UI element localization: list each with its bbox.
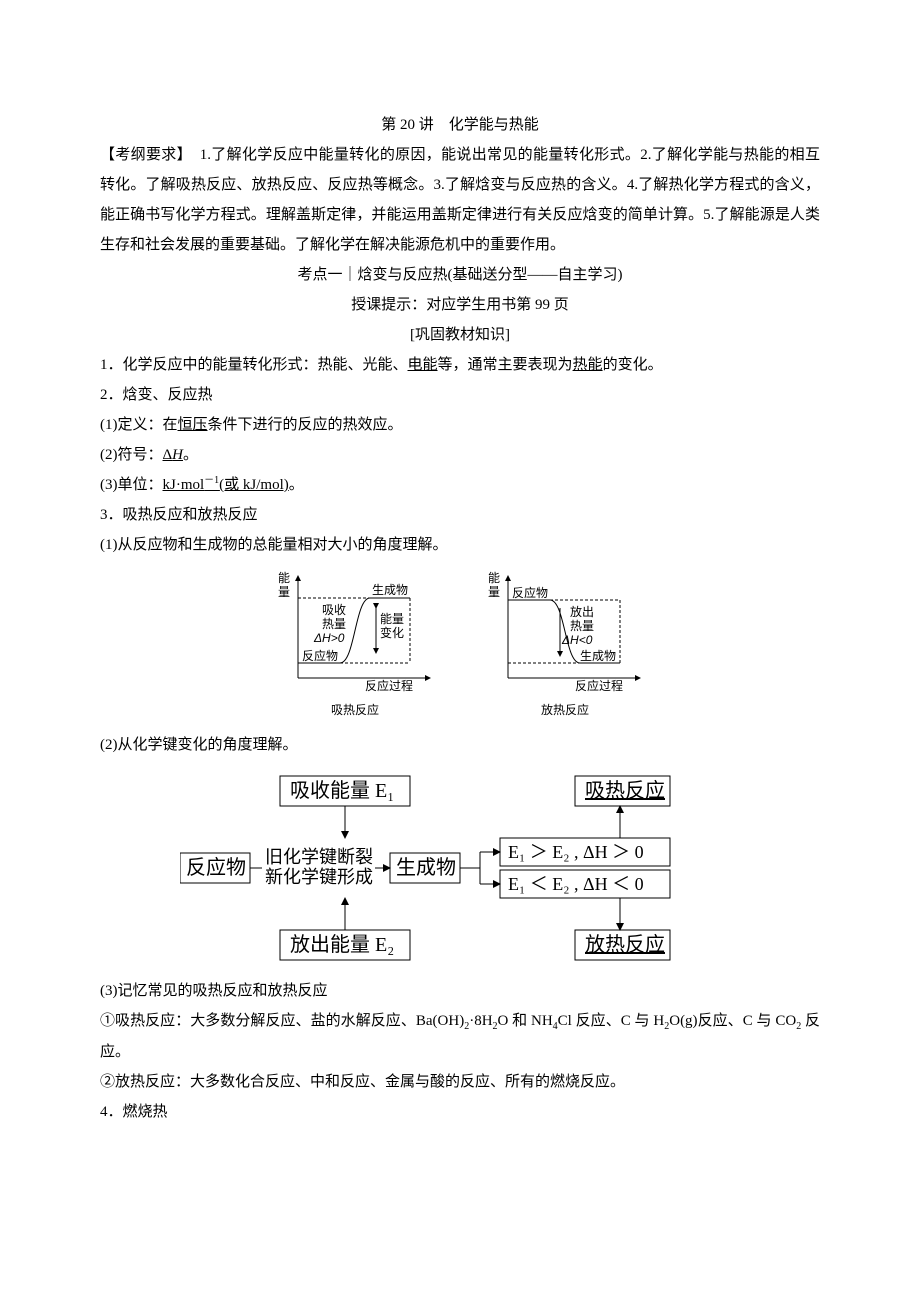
lesson-title: 第 20 讲 化学能与热能 bbox=[100, 110, 820, 140]
absorb-label-1: 吸收 bbox=[322, 603, 346, 617]
y-label-top: 能 bbox=[278, 571, 290, 585]
y-label-top: 能 bbox=[488, 571, 500, 585]
requirements-block: 【考纲要求】 1.了解化学反应中能量转化的原因，能说出常见的能量转化形式。2.了… bbox=[100, 140, 820, 260]
exothermic-caption: 放热反应 bbox=[480, 698, 650, 722]
reactant-box: 反应物 bbox=[186, 856, 246, 879]
p2-3-sup: －1 bbox=[204, 475, 219, 486]
y-label-bottom: 量 bbox=[278, 585, 290, 599]
cond2-box: E₁ ＜ E₂ , ΔH ＜ 0 bbox=[508, 874, 644, 894]
requirements-text: 1.了解化学反应中能量转化的原因，能说出常见的能量转化形式。2.了解化学能与热能… bbox=[100, 147, 820, 253]
product-label: 生成物 bbox=[580, 649, 616, 663]
point-2-2: (2)符号：ΔH。 bbox=[100, 440, 820, 470]
t2: ·8H bbox=[469, 1013, 492, 1029]
bond-energy-flowchart: 吸收能量 E₁ 放出能量 E₂ 反应物 生成物 E₁ ＞ E₂ , ΔH ＞ 0… bbox=[100, 768, 820, 968]
section-heading: 考点一｜焓变与反应热(基础送分型——自主学习) bbox=[100, 260, 820, 290]
exo-box: 放热反应 bbox=[585, 933, 665, 956]
p2-3-unit: kJ·mol－1(或 kJ/mol) bbox=[163, 477, 289, 493]
p2-2-delta: Δ bbox=[163, 447, 173, 463]
side-label-2: 变化 bbox=[380, 625, 404, 640]
p2-2-symbol: ΔH bbox=[163, 447, 184, 463]
point-3: 3．吸热反应和放热反应 bbox=[100, 500, 820, 530]
p1-underline-d: 热能 bbox=[573, 357, 603, 373]
requirements-label: 【考纲要求】 bbox=[100, 147, 184, 163]
point-1: 1．化学反应中的能量转化形式：热能、光能、电能等，通常主要表现为热能的变化。 bbox=[100, 350, 820, 380]
endothermic-caption: 吸热反应 bbox=[270, 698, 440, 722]
p2-2-a: (2)符号： bbox=[100, 447, 163, 463]
release-label-1: 放出 bbox=[570, 604, 594, 619]
p1-text-a: 1．化学反应中的能量转化形式：热能、光能、 bbox=[100, 357, 408, 373]
y-label-bottom: 量 bbox=[488, 585, 500, 599]
t1: ①吸热反应：大多数分解反应、盐的水解反应、Ba(OH) bbox=[100, 1013, 464, 1029]
p2-2-h: H bbox=[172, 447, 183, 463]
point-3-3-1: ①吸热反应：大多数分解反应、盐的水解反应、Ba(OH)2·8H2O 和 NH4C… bbox=[100, 1006, 820, 1067]
p2-3-b: kJ·mol bbox=[163, 477, 205, 493]
cond1-box: E₁ ＞ E₂ , ΔH ＞ 0 bbox=[508, 842, 644, 862]
product-box: 生成物 bbox=[396, 856, 456, 879]
point-3-3-2: ②放热反应：大多数化合反应、中和反应、金属与酸的反应、所有的燃烧反应。 bbox=[100, 1067, 820, 1097]
delta-h-label: ΔH<0 bbox=[561, 633, 593, 647]
point-4: 4．燃烧热 bbox=[100, 1097, 820, 1127]
lecture-note: 授课提示：对应学生用书第 99 页 bbox=[100, 290, 820, 320]
x-label: 反应过程 bbox=[575, 678, 623, 693]
point-3-1: (1)从反应物和生成物的总能量相对大小的角度理解。 bbox=[100, 530, 820, 560]
absorb-box: 吸收能量 E₁ bbox=[290, 779, 394, 802]
p1-text-e: 的变化。 bbox=[603, 357, 663, 373]
absorb-label-2: 热量 bbox=[322, 617, 346, 631]
endo-box: 吸热反应 bbox=[585, 779, 665, 802]
subheading: [巩固教材知识] bbox=[100, 320, 820, 350]
point-2-1: (1)定义：在恒压条件下进行的反应的热效应。 bbox=[100, 410, 820, 440]
side-label-1: 能量 bbox=[380, 612, 404, 626]
energy-diagrams: 能 量 生成物 反应物 吸收 热量 ΔH>0 能量 变化 反应过程 吸热反应 bbox=[100, 568, 820, 722]
reactant-label: 反应物 bbox=[512, 585, 548, 600]
reactant-label: 反应物 bbox=[302, 648, 338, 663]
release-label-2: 热量 bbox=[570, 619, 594, 633]
p2-2-period: 。 bbox=[183, 447, 198, 463]
t3: O 和 NH bbox=[498, 1013, 553, 1029]
p1-text-c: 等，通常主要表现为 bbox=[438, 357, 573, 373]
p2-3-period: 。 bbox=[289, 477, 304, 493]
point-2: 2．焓变、反应热 bbox=[100, 380, 820, 410]
x-label: 反应过程 bbox=[365, 678, 413, 693]
release-box: 放出能量 E₂ bbox=[290, 933, 394, 956]
p2-1-b: 恒压 bbox=[178, 417, 208, 433]
exothermic-chart: 能 量 反应物 生成物 放出 热量 ΔH<0 反应过程 放热反应 bbox=[480, 568, 650, 722]
p2-3-a: (3)单位： bbox=[100, 477, 163, 493]
t5: O(g)反应、C 与 CO bbox=[669, 1013, 796, 1029]
p1-underline-b: 电能 bbox=[408, 357, 438, 373]
point-3-2: (2)从化学键变化的角度理解。 bbox=[100, 730, 820, 760]
point-2-3: (3)单位：kJ·mol－1(或 kJ/mol)。 bbox=[100, 470, 820, 500]
p2-3-d: (或 kJ/mol) bbox=[219, 477, 289, 493]
form-label: 新化学键形成 bbox=[265, 867, 373, 887]
p2-1-c: 条件下进行的反应的热效应。 bbox=[208, 417, 403, 433]
point-3-3: (3)记忆常见的吸热反应和放热反应 bbox=[100, 976, 820, 1006]
delta-h-label: ΔH>0 bbox=[313, 631, 345, 645]
endothermic-chart: 能 量 生成物 反应物 吸收 热量 ΔH>0 能量 变化 反应过程 吸热反应 bbox=[270, 568, 440, 722]
p2-1-a: (1)定义：在 bbox=[100, 417, 178, 433]
product-label: 生成物 bbox=[372, 583, 408, 597]
break-label: 旧化学键断裂 bbox=[265, 847, 373, 867]
t4: Cl 反应、C 与 H bbox=[558, 1013, 665, 1029]
